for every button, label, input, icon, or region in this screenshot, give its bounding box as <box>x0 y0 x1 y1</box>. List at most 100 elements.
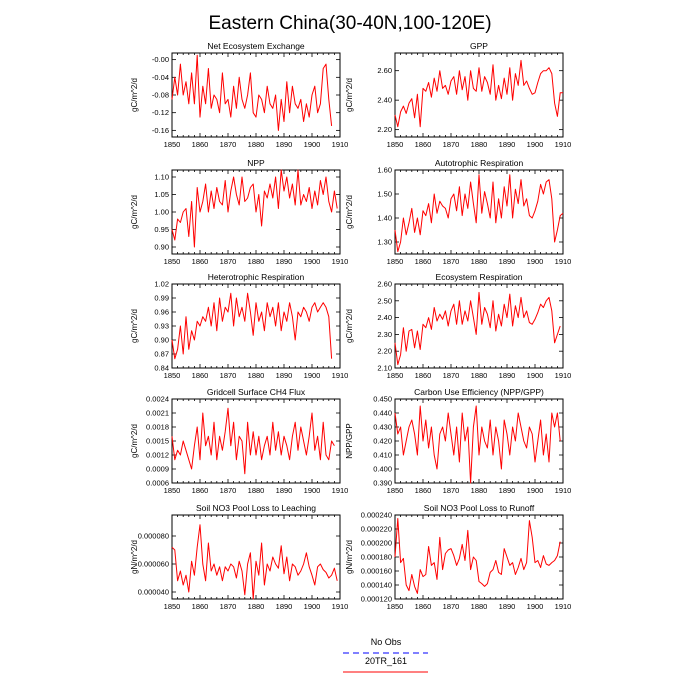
y-tick-label: 0.0006 <box>146 479 169 488</box>
x-tick-label: 1890 <box>499 602 516 611</box>
panel-1: GPP 1850 1860 1870 1880 1890 1900 1910 2.20 2.40 2… <box>345 41 571 149</box>
y-tick-label: 0.000200 <box>361 539 392 548</box>
y-tick-label: 1.40 <box>377 214 392 223</box>
series-line-20TR_161 <box>394 291 561 366</box>
panel-8: Soil NO3 Pool Loss to Leaching 1850 1860 18… <box>130 503 348 611</box>
x-tick-label: 1850 <box>164 486 181 495</box>
x-tick-label: 1910 <box>555 486 572 495</box>
y-axis-label: gC/m^2/d <box>130 195 139 229</box>
y-tick-label: 0.000160 <box>361 567 392 576</box>
y-tick-label: -0.04 <box>152 73 169 82</box>
x-tick-label: 1880 <box>248 140 265 149</box>
y-tick-label: 0.000060 <box>138 560 169 569</box>
legend-label-obs: No Obs <box>371 637 402 647</box>
y-tick-label: 0.400 <box>373 465 392 474</box>
x-tick-label: 1860 <box>415 486 432 495</box>
x-tick-label: 1860 <box>192 486 209 495</box>
y-tick-label: 0.93 <box>154 322 169 331</box>
y-tick-label: -0.16 <box>152 126 169 135</box>
y-axis-label: gN/m^2/d <box>130 540 139 574</box>
y-tick-label: 0.000080 <box>138 532 169 541</box>
y-tick-label: 0.430 <box>373 423 392 432</box>
series-line-20TR_161 <box>171 169 338 248</box>
x-tick-label: 1860 <box>192 140 209 149</box>
y-tick-label: 0.0021 <box>146 409 169 418</box>
y-tick-label: 0.000240 <box>361 511 392 520</box>
y-tick-label: 1.00 <box>154 208 169 217</box>
x-tick-label: 1870 <box>443 140 460 149</box>
panel-2: NPP 1850 1860 1870 1880 1890 1900 1910 0.90 0.95 1… <box>130 158 348 266</box>
x-tick-label: 1900 <box>304 486 321 495</box>
x-tick-label: 1910 <box>555 257 572 266</box>
legend-label-model: 20TR_161 <box>365 656 407 666</box>
panel-title: Heterotrophic Respiration <box>208 272 305 282</box>
x-tick-label: 1910 <box>332 486 349 495</box>
y-tick-label: 2.40 <box>377 313 392 322</box>
x-tick-label: 1870 <box>443 602 460 611</box>
x-tick-label: 1910 <box>332 371 349 380</box>
y-tick-label: -0.00 <box>152 55 169 64</box>
y-tick-label: 0.90 <box>154 336 169 345</box>
y-axis-label: gC/m^2/d <box>130 309 139 343</box>
x-tick-label: 1880 <box>248 371 265 380</box>
y-tick-label: 2.40 <box>377 96 392 105</box>
x-tick-label: 1890 <box>276 602 293 611</box>
y-tick-label: 0.410 <box>373 451 392 460</box>
x-tick-label: 1890 <box>499 257 516 266</box>
x-tick-label: 1850 <box>387 140 404 149</box>
y-tick-label: 2.60 <box>377 66 392 75</box>
y-tick-label: 0.390 <box>373 479 392 488</box>
x-tick-label: 1890 <box>276 257 293 266</box>
x-tick-label: 1860 <box>192 602 209 611</box>
y-tick-label: 0.0012 <box>146 451 169 460</box>
x-tick-label: 1910 <box>555 602 572 611</box>
panel-6: Gridcell Surface CH4 Flux 1850 1860 1870 188… <box>130 387 348 495</box>
x-tick-label: 1910 <box>332 140 349 149</box>
x-tick-label: 1910 <box>332 257 349 266</box>
y-axis-label: gC/m^2/d <box>345 309 354 343</box>
x-tick-label: 1890 <box>276 140 293 149</box>
x-tick-label: 1890 <box>276 371 293 380</box>
y-tick-label: 0.0024 <box>146 395 169 404</box>
series-line-20TR_161 <box>171 407 335 475</box>
x-tick-label: 1870 <box>443 371 460 380</box>
x-tick-label: 1910 <box>555 140 572 149</box>
x-tick-label: 1870 <box>220 371 237 380</box>
y-tick-label: 0.000220 <box>361 525 392 534</box>
x-tick-label: 1880 <box>248 257 265 266</box>
x-tick-label: 1900 <box>304 140 321 149</box>
series-line-20TR_161 <box>394 405 561 484</box>
y-tick-label: 0.99 <box>154 294 169 303</box>
series-line-20TR_161 <box>394 59 563 128</box>
y-axis-label: NPP/GPP <box>345 423 354 459</box>
y-axis-label: gC/m^2/d <box>345 78 354 112</box>
x-tick-label: 1890 <box>499 486 516 495</box>
x-tick-label: 1910 <box>332 602 349 611</box>
y-tick-label: 0.450 <box>373 395 392 404</box>
panel-7: Carbon Use Efficiency (NPP/GPP) 1850 1860 1… <box>345 387 571 495</box>
y-tick-label: 1.30 <box>377 238 392 247</box>
y-tick-label: 0.95 <box>154 225 169 234</box>
x-tick-label: 1860 <box>415 140 432 149</box>
x-tick-label: 1860 <box>415 371 432 380</box>
panel-5: Ecosystem Respiration 1850 1860 1870 1880 189… <box>345 272 571 380</box>
x-tick-label: 1890 <box>276 486 293 495</box>
x-tick-label: 1900 <box>304 371 321 380</box>
y-tick-label: 2.50 <box>377 296 392 305</box>
series-line-20TR_161 <box>394 174 564 253</box>
x-tick-label: 1870 <box>220 140 237 149</box>
y-tick-label: 2.60 <box>377 280 392 289</box>
x-tick-label: 1850 <box>387 371 404 380</box>
series-line-20TR_161 <box>171 524 338 600</box>
y-axis-label: gC/m^2/d <box>130 424 139 458</box>
x-tick-label: 1850 <box>164 257 181 266</box>
figure-title: Eastern China(30-40N,100-120E) <box>208 13 491 34</box>
plot-frame <box>171 398 341 484</box>
x-tick-label: 1890 <box>499 140 516 149</box>
panel-title: NPP <box>247 158 265 168</box>
y-tick-label: 2.20 <box>377 347 392 356</box>
y-tick-label: 2.10 <box>377 364 392 373</box>
y-tick-label: 1.50 <box>377 190 392 199</box>
y-tick-label: -0.12 <box>152 108 169 117</box>
panel-title: Gridcell Surface CH4 Flux <box>207 387 306 397</box>
